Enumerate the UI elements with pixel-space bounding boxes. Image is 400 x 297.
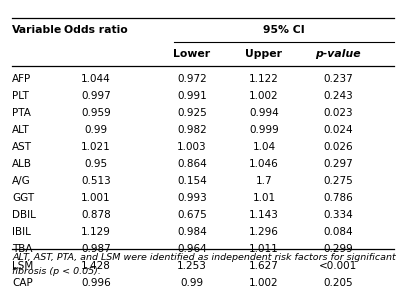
Text: 1.046: 1.046	[249, 159, 279, 169]
Text: 0.084: 0.084	[323, 227, 353, 237]
Text: 0.024: 0.024	[323, 125, 353, 135]
Text: 1.627: 1.627	[249, 261, 279, 271]
Text: 1.129: 1.129	[81, 227, 111, 237]
Text: PTA: PTA	[12, 108, 31, 118]
Text: 0.154: 0.154	[177, 176, 207, 186]
Text: 1.253: 1.253	[177, 261, 207, 271]
Text: 0.297: 0.297	[323, 159, 353, 169]
Text: 1.143: 1.143	[249, 210, 279, 220]
Text: 1.01: 1.01	[252, 193, 276, 203]
Text: 1.021: 1.021	[81, 142, 111, 152]
Text: 0.205: 0.205	[323, 278, 353, 288]
Text: IBIL: IBIL	[12, 227, 31, 237]
Text: 0.99: 0.99	[180, 278, 204, 288]
Text: 1.428: 1.428	[81, 261, 111, 271]
Text: 0.237: 0.237	[323, 74, 353, 84]
Text: 1.296: 1.296	[249, 227, 279, 237]
Text: 1.002: 1.002	[249, 91, 279, 101]
Text: 0.991: 0.991	[177, 91, 207, 101]
Text: 1.04: 1.04	[252, 142, 276, 152]
Text: Upper: Upper	[246, 49, 282, 59]
Text: <0.001: <0.001	[319, 261, 357, 271]
Text: ALB: ALB	[12, 159, 32, 169]
Text: ALT: ALT	[12, 125, 30, 135]
Text: 0.878: 0.878	[81, 210, 111, 220]
Text: 0.99: 0.99	[84, 125, 108, 135]
Text: AST: AST	[12, 142, 32, 152]
Text: 0.675: 0.675	[177, 210, 207, 220]
Text: 0.786: 0.786	[323, 193, 353, 203]
Text: 0.984: 0.984	[177, 227, 207, 237]
Text: AFP: AFP	[12, 74, 31, 84]
Text: 0.982: 0.982	[177, 125, 207, 135]
Text: 1.003: 1.003	[177, 142, 207, 152]
Text: 0.997: 0.997	[81, 91, 111, 101]
Text: 0.987: 0.987	[81, 244, 111, 254]
Text: Variable: Variable	[12, 25, 62, 35]
Text: 1.011: 1.011	[249, 244, 279, 254]
Text: GGT: GGT	[12, 193, 34, 203]
Text: 0.275: 0.275	[323, 176, 353, 186]
Text: A/G: A/G	[12, 176, 31, 186]
Text: 0.023: 0.023	[323, 108, 353, 118]
Text: Odds ratio: Odds ratio	[64, 25, 128, 35]
Text: ALT, AST, PTA, and LSM were identified as independent risk factors for significa: ALT, AST, PTA, and LSM were identified a…	[12, 254, 396, 263]
Text: 0.334: 0.334	[323, 210, 353, 220]
Text: p-value: p-value	[315, 49, 361, 59]
Text: 1.002: 1.002	[249, 278, 279, 288]
Text: fibrosis (p < 0.05).: fibrosis (p < 0.05).	[12, 268, 101, 277]
Text: 0.964: 0.964	[177, 244, 207, 254]
Text: 1.001: 1.001	[81, 193, 111, 203]
Text: 0.959: 0.959	[81, 108, 111, 118]
Text: 0.95: 0.95	[84, 159, 108, 169]
Text: 0.925: 0.925	[177, 108, 207, 118]
Text: 1.122: 1.122	[249, 74, 279, 84]
Text: 95% CI: 95% CI	[263, 25, 305, 35]
Text: TBA: TBA	[12, 244, 32, 254]
Text: LSM: LSM	[12, 261, 33, 271]
Text: 1.044: 1.044	[81, 74, 111, 84]
Text: 0.972: 0.972	[177, 74, 207, 84]
Text: DBIL: DBIL	[12, 210, 36, 220]
Text: 0.864: 0.864	[177, 159, 207, 169]
Text: 0.243: 0.243	[323, 91, 353, 101]
Text: 0.299: 0.299	[323, 244, 353, 254]
Text: 1.7: 1.7	[256, 176, 272, 186]
Text: PLT: PLT	[12, 91, 29, 101]
Text: 0.993: 0.993	[177, 193, 207, 203]
Text: 0.994: 0.994	[249, 108, 279, 118]
Text: 0.026: 0.026	[323, 142, 353, 152]
Text: Lower: Lower	[174, 49, 210, 59]
Text: 0.996: 0.996	[81, 278, 111, 288]
Text: CAP: CAP	[12, 278, 33, 288]
Text: 0.999: 0.999	[249, 125, 279, 135]
Text: 0.513: 0.513	[81, 176, 111, 186]
